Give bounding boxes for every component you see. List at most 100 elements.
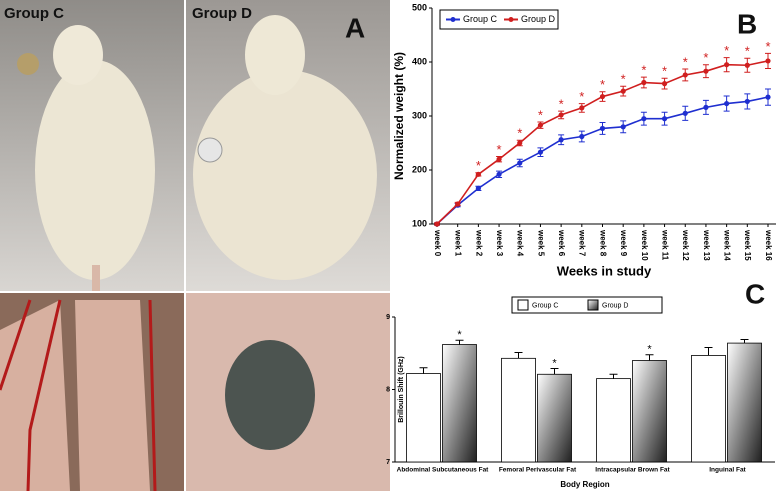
vessel bbox=[0, 299, 157, 491]
photo-panel: Group C Group D A bbox=[0, 0, 390, 491]
data-point bbox=[661, 81, 668, 87]
x-tick-label: week 1 bbox=[454, 229, 463, 257]
x-tick-label: week 11 bbox=[660, 229, 669, 261]
data-point bbox=[599, 125, 606, 132]
x-tick-label: week 6 bbox=[557, 229, 566, 257]
data-point bbox=[620, 88, 626, 94]
coin bbox=[197, 137, 223, 163]
legend-swatch bbox=[450, 17, 456, 22]
x-tick-label: week 5 bbox=[536, 229, 545, 257]
x-tick-label: week 14 bbox=[723, 229, 732, 261]
y-tick-label: 8 bbox=[386, 386, 390, 393]
significance-mark: * bbox=[703, 50, 708, 65]
y-axis-title: Brillouin Shift (GHz) bbox=[398, 356, 405, 423]
bar bbox=[596, 378, 631, 463]
error-bar bbox=[609, 373, 618, 379]
data-point bbox=[703, 104, 709, 110]
legend-label: Group C bbox=[463, 14, 498, 24]
significance-mark: * bbox=[724, 43, 729, 58]
significance-mark: * bbox=[559, 97, 564, 112]
legend-box bbox=[511, 296, 663, 314]
data-point bbox=[517, 160, 523, 166]
y-tick-label: 7 bbox=[386, 459, 390, 466]
x-axis-title: Weeks in study bbox=[557, 263, 652, 278]
significance-mark: * bbox=[621, 72, 626, 87]
rat-head bbox=[53, 25, 103, 85]
x-tick-label: week 12 bbox=[681, 229, 690, 261]
bar bbox=[727, 342, 762, 463]
error-bar bbox=[419, 367, 428, 374]
legend-box bbox=[439, 9, 559, 30]
error-bar bbox=[455, 339, 464, 345]
x-tick-label: week 3 bbox=[495, 229, 504, 257]
significance-mark: * bbox=[579, 89, 584, 104]
error-bar bbox=[645, 354, 654, 361]
panel-letter: B bbox=[737, 8, 757, 39]
y-tick-label: 200 bbox=[412, 164, 427, 174]
x-tick-label: week 4 bbox=[516, 229, 525, 257]
y-tick-label: 9 bbox=[386, 314, 390, 321]
data-point bbox=[641, 116, 647, 122]
data-point bbox=[496, 156, 502, 162]
data-point bbox=[641, 79, 647, 86]
significance-mark: * bbox=[745, 44, 750, 59]
data-point bbox=[579, 133, 585, 140]
photo-label: Group D bbox=[192, 5, 252, 22]
y-tick-label: 300 bbox=[412, 110, 427, 120]
x-tick-label: week 15 bbox=[743, 229, 752, 261]
x-axis-title: Body Region bbox=[560, 480, 609, 489]
x-tick-label: Abdominal Subcutaneous Fat bbox=[397, 467, 490, 474]
error-bar bbox=[740, 338, 749, 344]
legend-swatch bbox=[517, 299, 529, 311]
data-point bbox=[620, 124, 626, 130]
rat-tail bbox=[92, 265, 100, 295]
y-tick-label: 400 bbox=[412, 56, 427, 66]
data-point bbox=[661, 116, 668, 122]
data-point bbox=[558, 112, 564, 118]
x-tick-label: week 13 bbox=[702, 229, 711, 261]
bar bbox=[632, 360, 667, 463]
legend-swatch bbox=[587, 299, 599, 311]
legend-label: Group D bbox=[602, 302, 628, 309]
significance-mark: * bbox=[538, 107, 543, 122]
data-point bbox=[724, 100, 730, 107]
x-tick-label: week 2 bbox=[474, 229, 483, 257]
x-tick-label: week 7 bbox=[578, 229, 587, 257]
significance-mark: * bbox=[517, 126, 522, 141]
data-point bbox=[579, 105, 585, 111]
data-point bbox=[496, 171, 502, 177]
panel-letter: C bbox=[745, 278, 765, 309]
x-tick-label: week 16 bbox=[764, 229, 773, 261]
data-point bbox=[455, 201, 461, 207]
coin bbox=[17, 53, 39, 75]
bar bbox=[442, 344, 477, 463]
significance-mark: * bbox=[600, 77, 605, 92]
data-point bbox=[724, 62, 730, 68]
significance-mark: * bbox=[683, 54, 688, 69]
data-point bbox=[475, 185, 481, 191]
data-point bbox=[744, 62, 750, 68]
panel-letter: A bbox=[345, 12, 365, 43]
x-tick-label: week 10 bbox=[640, 229, 649, 261]
series-line bbox=[436, 96, 769, 225]
data-point bbox=[517, 140, 523, 146]
x-tick-label: Intracapsular Brown Fat bbox=[595, 467, 670, 474]
bar bbox=[406, 373, 441, 463]
x-tick-label: week 9 bbox=[619, 229, 628, 257]
significance-mark: * bbox=[497, 142, 502, 157]
significance-mark: * bbox=[476, 158, 481, 173]
x-tick-label: Femoral Perivascular Fat bbox=[499, 467, 577, 474]
significance-mark: * bbox=[765, 39, 770, 54]
y-tick-label: 100 bbox=[412, 218, 427, 228]
photo-label: Group C bbox=[4, 5, 64, 22]
rat bbox=[193, 70, 377, 280]
data-point bbox=[475, 171, 481, 177]
significance-mark: * bbox=[552, 357, 557, 369]
y-tick-label: 500 bbox=[412, 2, 427, 12]
bar bbox=[537, 373, 572, 463]
legend-swatch bbox=[508, 17, 514, 22]
cavity bbox=[225, 340, 315, 450]
significance-mark: * bbox=[457, 329, 462, 341]
